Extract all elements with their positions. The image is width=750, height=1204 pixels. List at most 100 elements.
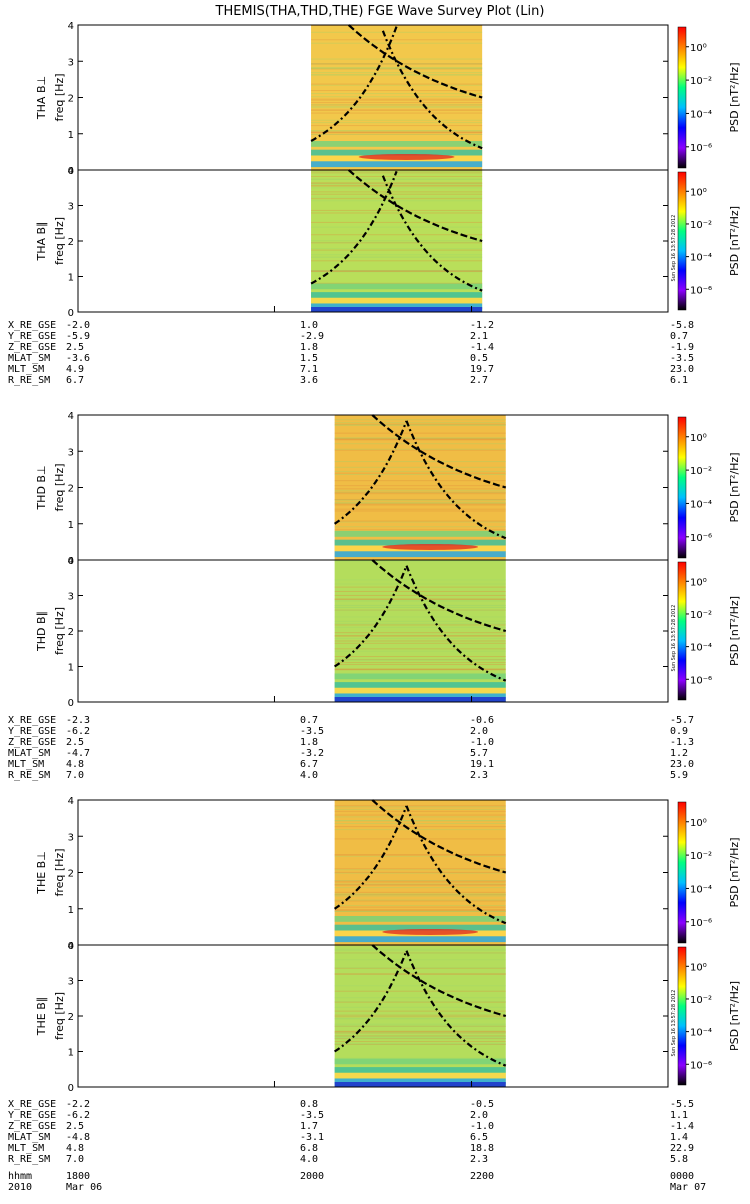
texture-line: [311, 260, 483, 262]
texture-line: [334, 945, 506, 947]
ephemeris-value: 6.1: [670, 375, 688, 386]
texture-line: [334, 806, 506, 808]
ephemeris-value: -2.0: [66, 320, 90, 331]
ephemeris-value: 2.1: [470, 331, 488, 342]
colorbar-label: PSD [nT²/Hz]: [728, 981, 741, 1051]
panel-label: THE B⊥: [35, 851, 48, 895]
texture-line: [311, 182, 483, 184]
texture-line: [334, 508, 506, 510]
time-tick-label: 2200: [470, 1171, 494, 1182]
texture-line: [334, 648, 506, 650]
texture-line: [334, 466, 506, 468]
texture-line: [311, 130, 483, 132]
y-tick-label: 0: [68, 556, 74, 567]
panel-label: THD B⊥: [35, 465, 48, 510]
texture-line: [311, 282, 483, 284]
ephemeris-name: Y_RE_GSE: [8, 726, 56, 737]
texture-line: [334, 502, 506, 504]
gyrofrequency-curve: [347, 169, 483, 243]
ephemeris-value: -1.0: [470, 737, 494, 748]
texture-line: [311, 185, 483, 187]
texture-line: [311, 178, 483, 180]
colorbar-tick-label: 10⁻⁶: [690, 533, 712, 544]
y-tick-label: 1: [68, 130, 74, 141]
texture-line: [311, 221, 483, 223]
texture-line: [311, 122, 483, 124]
y-tick-label: 4: [68, 941, 74, 952]
texture-line: [334, 814, 506, 816]
ephemeris-value: 2.5: [66, 737, 84, 748]
texture-line: [311, 175, 483, 177]
ephemeris-name: MLAT_SM: [8, 1132, 50, 1143]
colorbar-tick-label: 10⁻⁴: [690, 499, 712, 510]
y-tick-label: 4: [68, 411, 74, 422]
texture-line: [334, 632, 506, 634]
texture-line: [334, 424, 506, 426]
texture-line: [334, 583, 506, 585]
ephemeris-value: -4.7: [66, 748, 90, 759]
texture-line: [334, 1035, 506, 1037]
ephemeris-name: Z_RE_GSE: [8, 1121, 56, 1132]
texture-line: [311, 133, 483, 135]
frequency-band: [334, 1072, 506, 1079]
ephemeris-value: 4.0: [300, 770, 318, 781]
texture-line: [311, 184, 483, 186]
ephemeris-value: 0.7: [300, 715, 318, 726]
spectrogram-panel: 0 1 2 3 4 THD B⊥ freq [Hz] 10⁰ 10⁻² 10⁻⁴ 10⁻⁶ PSD […: [35, 411, 741, 567]
texture-line: [334, 1038, 506, 1040]
y-tick-label: 2: [68, 484, 74, 495]
colorbar-tick-label: 10⁻²: [690, 995, 712, 1006]
texture-line: [311, 270, 483, 272]
texture-line: [334, 967, 506, 969]
ephemeris-value: 4.0: [300, 1154, 318, 1165]
texture-line: [334, 491, 506, 493]
spectrogram-block: [311, 25, 483, 170]
ephemeris-value: 6.5: [470, 1132, 488, 1143]
texture-line: [334, 990, 506, 992]
texture-line: [311, 254, 483, 256]
texture-line: [334, 1001, 506, 1003]
texture-line: [334, 586, 506, 588]
y-tick-label: 2: [68, 237, 74, 248]
chart-title: THEMIS(THA,THD,THE) FGE Wave Survey Plot…: [215, 4, 545, 19]
texture-line: [334, 959, 506, 961]
frequency-band: [311, 141, 483, 147]
colorbar-tick-label: 10⁻²: [690, 851, 712, 862]
texture-line: [334, 1016, 506, 1018]
texture-line: [334, 502, 506, 504]
panel-label: THA B⊥: [35, 76, 48, 120]
texture-line: [334, 579, 506, 581]
y-tick-label: 4: [68, 796, 74, 807]
texture-line: [311, 107, 483, 109]
ephemeris-value: 2.3: [470, 770, 488, 781]
y-tick-label: 2: [68, 1012, 74, 1023]
y-tick-label: 0: [68, 698, 74, 709]
texture-line: [334, 893, 506, 895]
spectrogram-panel: 0 1 2 3 4 THD B∥ freq [Hz] 10⁰ 10⁻² 10⁻⁴ 10⁻⁶ PSD […: [35, 556, 741, 709]
time-tick-label: Mar 07: [670, 1182, 706, 1193]
low-frequency-power: [334, 1082, 506, 1087]
texture-line: [311, 104, 483, 106]
colorbar-label: PSD [nT²/Hz]: [728, 596, 741, 666]
texture-line: [334, 599, 506, 601]
texture-line: [334, 967, 506, 969]
texture-line: [334, 1030, 506, 1032]
texture-line: [311, 178, 483, 180]
texture-line: [334, 448, 506, 450]
gyrofrequency-curve: [333, 805, 408, 910]
texture-line: [334, 829, 506, 831]
frequency-band: [311, 297, 483, 304]
texture-line: [311, 73, 483, 75]
texture-line: [334, 973, 506, 975]
panel-label: THE B∥: [35, 997, 48, 1036]
texture-line: [334, 659, 506, 661]
texture-line: [311, 90, 483, 92]
time-tick-label: Mar 06: [66, 1182, 102, 1193]
texture-line: [311, 130, 483, 132]
texture-line: [334, 1036, 506, 1038]
ephemeris-value: -3.5: [670, 353, 694, 364]
texture-line: [311, 193, 483, 195]
ephemeris-value: 4.8: [66, 1143, 84, 1154]
ephemeris-value: -1.4: [470, 342, 494, 353]
gyrofrequency-curve: [310, 26, 398, 142]
